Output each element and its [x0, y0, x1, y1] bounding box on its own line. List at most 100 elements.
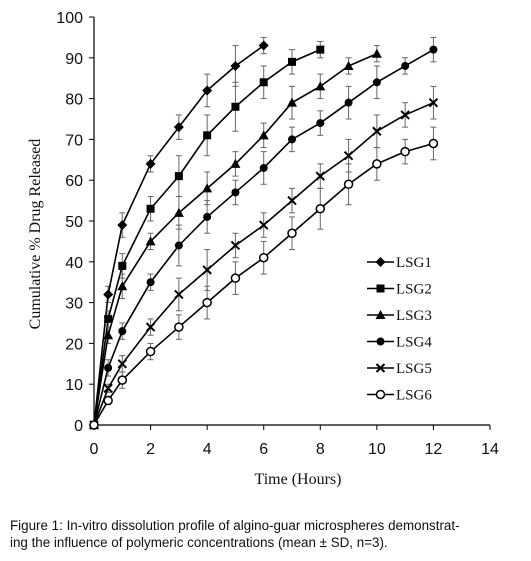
caption-line-1: Figure 1: In-vitro dissolution profile o…	[10, 518, 460, 533]
legend-item-lsg6: LSG6	[367, 388, 432, 404]
data-point-lsg3	[117, 281, 128, 291]
data-point-lsg1	[230, 60, 241, 71]
data-point-lsg4	[174, 241, 183, 250]
x-tick-label: 10	[368, 441, 386, 458]
data-point-lsg6	[89, 420, 99, 430]
legend-marker-lsg3	[375, 310, 386, 319]
figure-caption: Figure 1: In-vitro dissolution profile o…	[10, 517, 525, 551]
data-point-lsg5	[372, 126, 382, 136]
data-point-lsg5	[400, 110, 410, 120]
data-point-lsg6	[258, 252, 269, 263]
data-point-lsg3	[371, 48, 382, 58]
data-point-lsg1	[117, 220, 128, 231]
data-point-lsg4	[118, 327, 127, 336]
data-point-lsg6	[287, 228, 297, 238]
data-point-lsg6	[230, 273, 241, 283]
series-lsg6	[89, 126, 439, 430]
chart-series-layer	[89, 36, 439, 430]
y-tick-label: 20	[65, 336, 83, 353]
data-point-lsg2	[316, 45, 325, 54]
data-point-lsg6	[202, 297, 212, 308]
x-tick-label: 4	[203, 441, 212, 458]
data-point-lsg5	[230, 240, 241, 251]
series-lsg3	[89, 45, 382, 429]
y-tick-label: 70	[65, 132, 83, 149]
data-point-lsg6	[174, 322, 184, 332]
y-tick-label: 10	[65, 377, 83, 394]
data-point-lsg4	[231, 188, 240, 197]
data-point-lsg3	[287, 97, 297, 107]
data-point-lsg4	[104, 363, 113, 372]
data-point-lsg1	[145, 158, 156, 169]
data-point-lsg4	[344, 98, 353, 107]
legend-label-lsg1: LSG1	[396, 255, 432, 271]
data-point-lsg2	[259, 78, 268, 87]
series-line-lsg2	[93, 48, 321, 426]
x-tick-label: 6	[259, 441, 268, 458]
series-line-lsg6	[93, 142, 434, 426]
chart-axes: 0 2 4 6 8 10 12 14 0 10 20 30 40 50 60 70 80 90 100	[56, 10, 499, 458]
data-point-lsg5	[343, 151, 354, 161]
data-point-lsg2	[203, 131, 212, 140]
y-axis-title: Cumulative % Drug Released	[27, 139, 44, 330]
data-point-lsg5	[287, 195, 297, 206]
legend-marker-lsg2	[376, 284, 385, 293]
data-point-lsg1	[173, 122, 184, 133]
legend-item-lsg3: LSG3	[367, 308, 432, 324]
y-tick-label: 50	[65, 214, 83, 231]
data-point-lsg2	[174, 172, 183, 181]
data-point-lsg5	[428, 97, 439, 108]
data-point-lsg4	[316, 119, 325, 128]
data-point-lsg2	[231, 102, 240, 111]
data-point-lsg1	[103, 289, 114, 300]
data-point-lsg1	[202, 85, 213, 96]
data-point-lsg4	[288, 135, 296, 144]
x-tick-label: 0	[90, 441, 99, 458]
data-point-lsg6	[103, 395, 113, 406]
legend-marker-lsg5	[375, 363, 386, 373]
data-point-lsg4	[259, 163, 268, 172]
data-point-lsg3	[315, 81, 326, 91]
data-point-lsg5	[103, 383, 113, 393]
data-point-lsg3	[230, 158, 241, 168]
y-tick-label: 40	[65, 255, 83, 272]
data-point-lsg5	[117, 359, 127, 369]
data-point-lsg6	[117, 375, 128, 385]
y-tick-label: 60	[65, 173, 83, 190]
data-point-lsg4	[429, 45, 438, 54]
data-point-lsg3	[258, 130, 269, 140]
data-point-lsg6	[400, 146, 410, 157]
caption-line-2: ing the influence of polymeric concentra…	[10, 535, 388, 550]
data-point-lsg4	[372, 78, 381, 87]
y-tick-label: 0	[74, 418, 83, 435]
data-point-lsg3	[103, 330, 114, 340]
legend-marker-lsg4	[376, 337, 385, 346]
legend-marker-lsg6	[375, 389, 386, 400]
legend-item-lsg1: LSG1	[367, 255, 432, 271]
legend-item-lsg4: LSG4	[367, 335, 432, 351]
legend-marker-lsg1	[375, 257, 386, 267]
data-point-lsg5	[174, 289, 184, 300]
x-tick-label: 12	[425, 441, 443, 458]
data-point-lsg6	[428, 138, 439, 149]
x-tick-label: 8	[316, 441, 325, 458]
data-point-lsg4	[146, 278, 155, 287]
data-point-lsg6	[315, 204, 326, 214]
data-point-lsg5	[315, 171, 325, 181]
legend-item-lsg2: LSG2	[367, 282, 432, 298]
series-line-lsg3	[93, 52, 378, 426]
legend-label-lsg5: LSG5	[396, 361, 432, 377]
data-point-lsg1	[258, 40, 269, 51]
data-point-lsg4	[203, 212, 212, 221]
x-tick-label: 14	[481, 441, 499, 458]
data-point-lsg3	[145, 236, 156, 246]
data-point-lsg2	[288, 57, 296, 66]
data-point-lsg2	[118, 261, 127, 270]
data-point-lsg5	[259, 220, 269, 230]
data-point-lsg3	[173, 207, 184, 217]
data-point-lsg6	[343, 179, 354, 190]
legend-label-lsg3: LSG3	[396, 308, 432, 324]
y-tick-label: 90	[65, 51, 83, 68]
data-point-lsg4	[401, 61, 410, 70]
